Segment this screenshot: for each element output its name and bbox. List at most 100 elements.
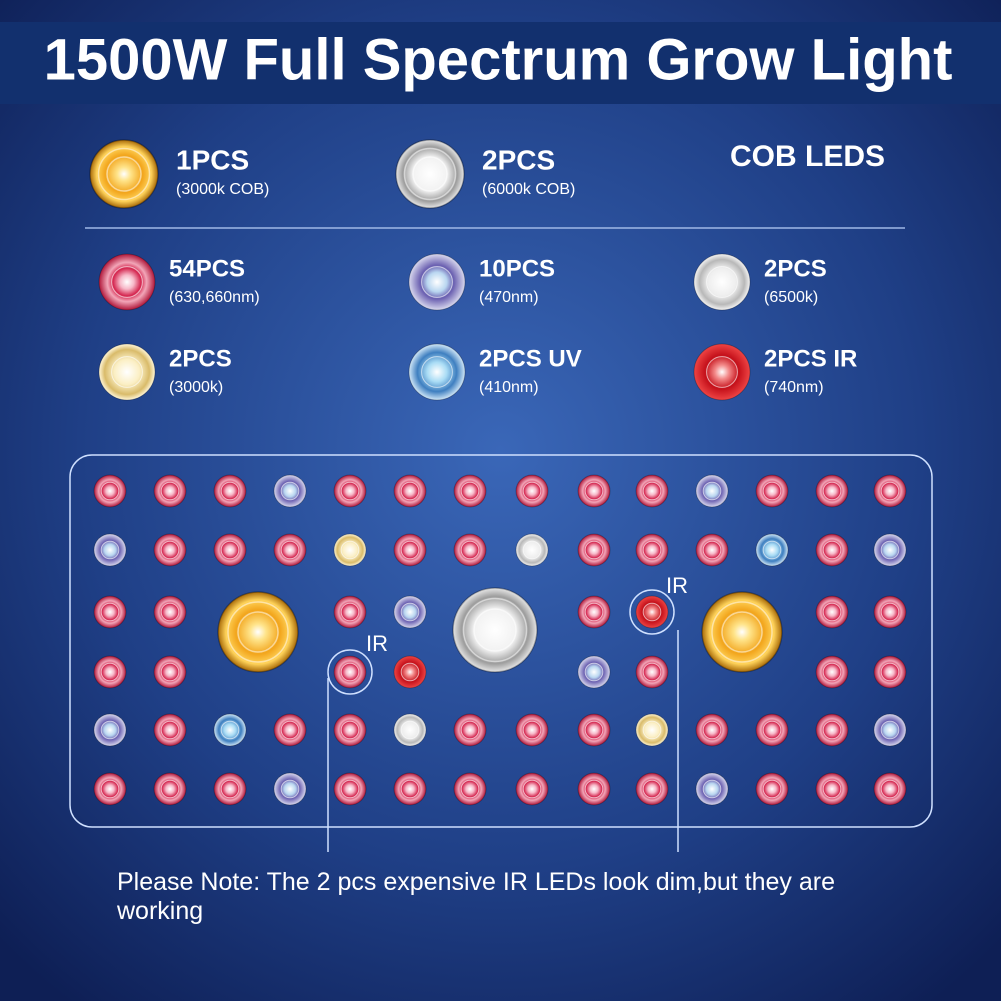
led [815, 772, 849, 806]
led-ring [822, 602, 842, 622]
led-ring [100, 602, 120, 622]
led [577, 655, 611, 689]
cob-label: COB LEDS [730, 140, 885, 173]
led [695, 772, 729, 806]
led [755, 533, 789, 567]
cob-ring [237, 611, 279, 653]
legend-count: 2PCS [482, 144, 555, 175]
legend-spec: (410nm) [479, 379, 539, 396]
led [873, 655, 907, 689]
led [153, 474, 187, 508]
led-ring [880, 540, 900, 560]
led-ring [400, 720, 420, 740]
led-ring [522, 779, 542, 799]
led [693, 343, 751, 401]
cob-ring [711, 601, 773, 663]
led [873, 772, 907, 806]
led-ring [111, 356, 143, 388]
led-ring [460, 779, 480, 799]
led [755, 713, 789, 747]
led [695, 713, 729, 747]
led-ring [400, 662, 420, 682]
led [815, 655, 849, 689]
led [577, 772, 611, 806]
led [453, 474, 487, 508]
legend-count: 2PCS [764, 255, 827, 282]
led [695, 474, 729, 508]
led [815, 595, 849, 629]
led-ring [702, 720, 722, 740]
led [515, 713, 549, 747]
led [635, 713, 669, 747]
legend-spec: (740nm) [764, 379, 824, 396]
led [98, 253, 156, 311]
led [635, 474, 669, 508]
led [515, 772, 549, 806]
led [333, 595, 367, 629]
led-ring [400, 540, 420, 560]
cob-ring [403, 147, 457, 201]
led [873, 533, 907, 567]
led-ring [111, 266, 143, 298]
led [815, 474, 849, 508]
led [453, 772, 487, 806]
led-ring [584, 602, 604, 622]
led-ring [706, 356, 738, 388]
led [153, 533, 187, 567]
legend-spec: (3000k) [169, 379, 223, 396]
led-ring [421, 356, 453, 388]
note: Please Note: The 2 pcs expensive IR LEDs… [117, 868, 835, 925]
led [333, 474, 367, 508]
led [93, 655, 127, 689]
led-ring [584, 540, 604, 560]
led-ring [642, 481, 662, 501]
led-ring [220, 720, 240, 740]
led-ring [460, 720, 480, 740]
legend-count: 10PCS [479, 255, 555, 282]
led-ring [584, 779, 604, 799]
led-ring [880, 720, 900, 740]
legend-count: 2PCS UV [479, 345, 582, 372]
led [213, 772, 247, 806]
led [98, 343, 156, 401]
led [815, 713, 849, 747]
cob-ring [721, 611, 763, 653]
led [333, 533, 367, 567]
led-ring [160, 662, 180, 682]
led [635, 655, 669, 689]
cob-ring [412, 156, 448, 192]
led-ring [340, 481, 360, 501]
led [635, 595, 669, 629]
led-ring [160, 602, 180, 622]
led [635, 772, 669, 806]
led [93, 595, 127, 629]
cob-ring [462, 597, 528, 663]
led [577, 713, 611, 747]
led-ring [822, 662, 842, 682]
ir-label: IR [366, 631, 388, 656]
led [408, 343, 466, 401]
led-ring [100, 481, 120, 501]
cob-ring [473, 608, 517, 652]
led-ring [220, 481, 240, 501]
led [635, 533, 669, 567]
cob-ring [106, 156, 142, 192]
led-ring [340, 662, 360, 682]
led-ring [822, 540, 842, 560]
led [93, 772, 127, 806]
led-ring [340, 540, 360, 560]
led-ring [642, 540, 662, 560]
led-ring [522, 720, 542, 740]
led [393, 533, 427, 567]
led-ring [822, 481, 842, 501]
cob-led [89, 139, 159, 209]
legend-count: 2PCS IR [764, 345, 857, 372]
led-ring [822, 779, 842, 799]
led [408, 253, 466, 311]
panel-outline [69, 454, 933, 828]
led-ring [460, 481, 480, 501]
led [393, 772, 427, 806]
led [213, 713, 247, 747]
led [153, 655, 187, 689]
led [273, 533, 307, 567]
